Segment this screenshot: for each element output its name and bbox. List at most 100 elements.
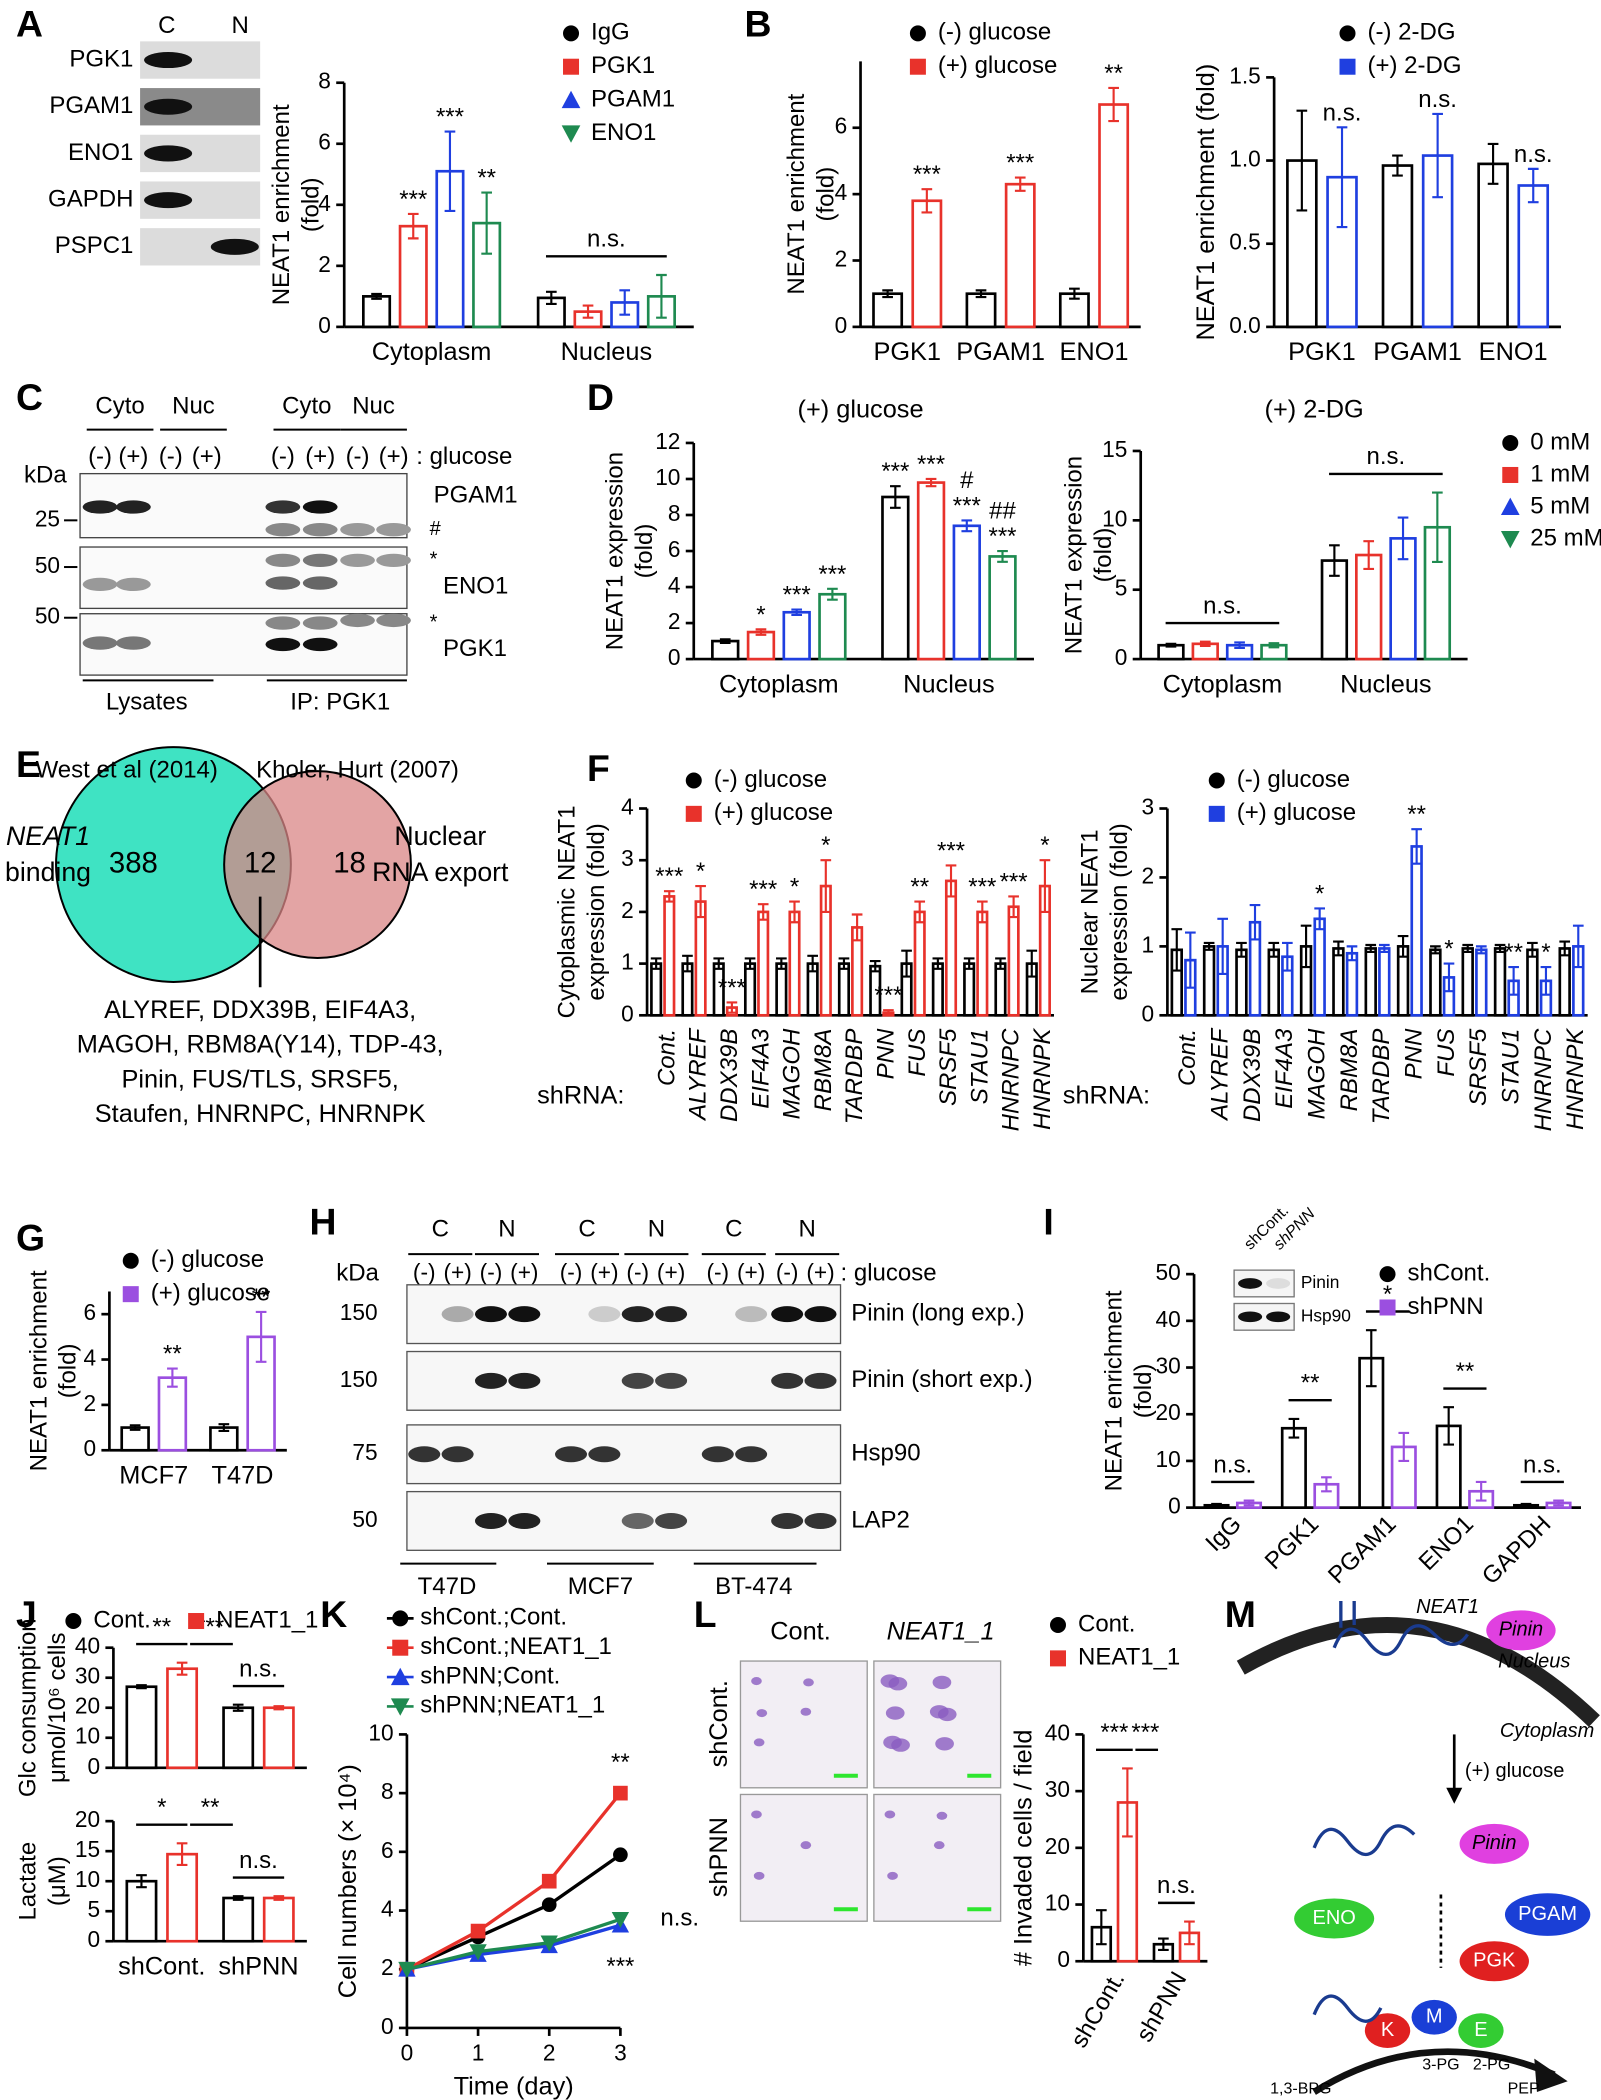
blot-label: Pinin (long exp.) xyxy=(851,1300,1024,1327)
bar xyxy=(1410,845,1423,1017)
bar xyxy=(1007,905,1020,1017)
metabolite: 3-PG xyxy=(1422,2057,1459,2074)
significance: *** xyxy=(968,874,996,901)
error-bar xyxy=(1026,949,1038,978)
y-tick-label: 8 xyxy=(668,500,681,526)
blot-label: # xyxy=(430,518,442,540)
significance: * xyxy=(1040,832,1049,859)
legend-label: shPNN;Cont. xyxy=(420,1662,560,1689)
blot-band xyxy=(771,1512,804,1529)
gene-list: ALYREF, DDX39B, EIF4A3, xyxy=(104,996,416,1024)
blot-band xyxy=(621,1512,654,1529)
error-bar xyxy=(1069,287,1080,300)
blot-lane: (-) xyxy=(480,1259,503,1285)
x-tick-label: RBM8A xyxy=(810,1029,837,1112)
y-tick-label: 1.5 xyxy=(1229,62,1261,88)
bar xyxy=(944,879,958,1017)
error-bar xyxy=(663,890,675,903)
y-axis-label: # Invaded cells / field xyxy=(1009,1730,1037,1967)
rna xyxy=(1332,1601,1469,1657)
blot-band xyxy=(771,1306,804,1323)
error-bar xyxy=(995,957,1006,970)
protein xyxy=(1504,1893,1591,1936)
significance: n.s. xyxy=(239,1847,278,1874)
cell-blob xyxy=(753,1871,765,1880)
bar xyxy=(1378,947,1391,1017)
bar xyxy=(1477,162,1509,329)
blot-lane: (+) xyxy=(510,1259,538,1285)
blot-band xyxy=(376,523,411,537)
y-tick-label: 50 xyxy=(1156,1259,1181,1285)
x-tick-label: STAU1 xyxy=(966,1029,993,1105)
x-tick-label: shCont. xyxy=(1066,1967,1131,2052)
y-tick-label: 4 xyxy=(318,190,331,216)
error-bar xyxy=(481,191,492,255)
significance: ## xyxy=(989,498,1016,525)
blot-column: N xyxy=(231,12,248,39)
x-tick-label: GAPDH xyxy=(1477,1511,1556,1590)
blot-lane: (+) xyxy=(305,443,335,470)
error-bar xyxy=(1494,943,1506,953)
error-bar xyxy=(444,130,456,212)
blot-band xyxy=(265,553,301,568)
cell-line: MCF7 xyxy=(568,1573,633,1600)
significance: n.s. xyxy=(660,1905,699,1932)
y-tick-label: 10 xyxy=(655,464,680,490)
blot-band xyxy=(588,1446,621,1463)
blot-band xyxy=(508,1306,541,1323)
y-tick-label: 20 xyxy=(75,1693,100,1719)
error-bar xyxy=(273,1895,285,1901)
error-bar xyxy=(1411,828,1422,865)
panel-letter: E xyxy=(16,743,41,785)
point xyxy=(613,1785,628,1801)
significance: *** xyxy=(1006,150,1034,177)
bar xyxy=(782,610,811,661)
inset-label: Hsp90 xyxy=(1301,1305,1351,1325)
blot-band xyxy=(621,1306,654,1323)
significance: n.s. xyxy=(1157,1872,1196,1899)
legend-label: PGAM1 xyxy=(591,85,675,112)
bar xyxy=(775,962,788,1017)
legend-marker xyxy=(122,1286,139,1303)
x-tick-label: PGK1 xyxy=(873,338,941,366)
blot-band xyxy=(588,1306,621,1323)
significance: n.s. xyxy=(1323,99,1362,126)
protein-label: PGAM xyxy=(1518,1903,1577,1925)
venn-right xyxy=(223,770,412,959)
blot-lane: (+) xyxy=(118,443,148,470)
error-bar xyxy=(914,900,926,924)
bar xyxy=(1461,947,1474,1017)
x-tick-label: STAU1 xyxy=(1498,1029,1525,1105)
y-tick-label: 12 xyxy=(655,428,680,454)
cell-blob xyxy=(756,1709,768,1718)
y-tick-label: 0 xyxy=(87,1753,100,1779)
blot-band xyxy=(265,616,301,630)
legend-label: shCont.;Cont. xyxy=(420,1604,567,1631)
blot-label: PGK1 xyxy=(443,635,507,662)
y-tick-label: 0 xyxy=(83,1435,96,1461)
legend-label: 5 mM xyxy=(1530,492,1590,519)
venn-label: RNA export xyxy=(372,857,509,887)
panel-letter: C xyxy=(16,376,43,418)
y-tick-label: 0.5 xyxy=(1229,229,1261,255)
venn-label: NEAT1 xyxy=(6,821,90,851)
blot-band xyxy=(265,500,301,514)
x-tick-label: FUS xyxy=(904,1029,931,1077)
error-bar xyxy=(1572,924,1584,969)
blot-band xyxy=(210,238,259,255)
significance: *** xyxy=(1131,1719,1159,1746)
blot-group: Cyto xyxy=(282,392,331,419)
significance: *** xyxy=(606,1953,634,1980)
y-tick-label: 0 xyxy=(1168,1493,1181,1519)
error-bar xyxy=(1487,142,1499,185)
error-bar xyxy=(1520,1502,1532,1508)
y-tick-label: 10 xyxy=(1102,505,1127,531)
legend-label: shCont. xyxy=(1408,1259,1491,1286)
blot-lane: (+) xyxy=(443,1259,471,1285)
blot-band xyxy=(508,1512,541,1529)
y-tick-label: 6 xyxy=(318,129,331,155)
significance: * xyxy=(821,832,830,859)
bar xyxy=(120,1426,150,1452)
y-tick-label: 0 xyxy=(87,1926,100,1952)
y-tick-label: 20 xyxy=(1156,1399,1181,1425)
